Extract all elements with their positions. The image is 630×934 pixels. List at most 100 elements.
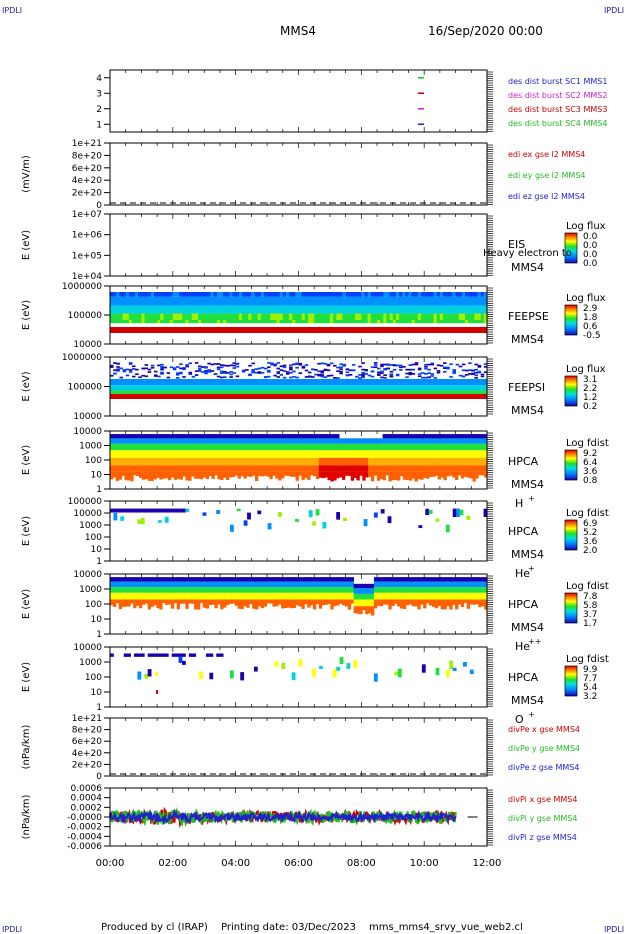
spectrogram-cell bbox=[153, 471, 157, 480]
spectrogram-cell bbox=[128, 292, 133, 297]
spectrogram-cell bbox=[380, 379, 384, 386]
spectrogram-cell bbox=[263, 577, 267, 582]
spectrogram-cell bbox=[110, 592, 114, 600]
spectrogram-cell bbox=[179, 390, 183, 394]
spectrogram-cell bbox=[414, 581, 418, 588]
spectrogram-cell bbox=[402, 599, 407, 610]
spectrogram-cell bbox=[286, 457, 291, 466]
spectrogram-cell bbox=[127, 577, 131, 582]
spectrogram-cell bbox=[213, 385, 218, 391]
spectrogram-cell bbox=[339, 438, 343, 444]
spectrogram-cell bbox=[358, 313, 362, 320]
spectrogram-cell bbox=[339, 599, 343, 604]
spectrogram-cell bbox=[298, 320, 303, 324]
spectrogram-cell bbox=[358, 320, 362, 324]
spectrogram-cell bbox=[116, 369, 120, 372]
spectrogram-cell bbox=[402, 471, 407, 480]
spectrogram-cell bbox=[327, 434, 331, 439]
y-tick-label: 1000000 bbox=[62, 353, 102, 363]
spectrogram-cell bbox=[282, 292, 287, 297]
spectrogram-cell bbox=[421, 385, 425, 391]
spectrogram-cell bbox=[333, 379, 337, 386]
spectrogram-cell bbox=[188, 450, 192, 458]
spectrogram-cell bbox=[477, 366, 482, 368]
spectrogram-cell bbox=[458, 438, 462, 444]
spectrogram-cell bbox=[321, 599, 325, 606]
spectrogram-cell bbox=[245, 385, 249, 391]
colorbar-tick-label: 0.0 bbox=[583, 259, 598, 269]
spectrogram-cell bbox=[474, 320, 478, 324]
spectrogram-cell bbox=[383, 374, 387, 377]
spectrogram-cell bbox=[141, 587, 146, 593]
spectrogram-cell bbox=[371, 438, 375, 444]
spectrogram-cell bbox=[386, 313, 391, 320]
spectrogram-cell bbox=[270, 320, 274, 324]
spectrogram-cell bbox=[391, 577, 395, 582]
spectrogram-cell bbox=[408, 292, 412, 297]
spectrogram-cell bbox=[260, 296, 265, 306]
spectrogram-cell bbox=[339, 592, 343, 600]
spectrogram-cell bbox=[358, 379, 362, 386]
spectrogram-cell bbox=[144, 367, 149, 370]
spectrogram-cell bbox=[197, 438, 201, 444]
spectrogram-cell bbox=[110, 374, 114, 377]
spectrogram-cell bbox=[320, 390, 325, 394]
spectrogram-cell bbox=[257, 296, 262, 306]
spectrogram-cell bbox=[405, 368, 409, 371]
spectrogram-cell bbox=[320, 305, 325, 314]
spectrogram-cell bbox=[298, 471, 302, 476]
spectrogram-cell bbox=[347, 581, 352, 588]
spectrogram-cell bbox=[445, 524, 450, 533]
spectrogram-cell bbox=[161, 508, 166, 513]
spectrogram-cell bbox=[339, 368, 343, 371]
spectrogram-cell bbox=[347, 443, 352, 451]
spectrogram-cell bbox=[182, 292, 186, 297]
spectrogram-cell bbox=[326, 385, 331, 391]
colorbar-title: Log fdist bbox=[566, 438, 609, 449]
spectrogram-cell bbox=[408, 577, 412, 582]
spectrogram-cell bbox=[235, 379, 240, 386]
spectrogram-cell bbox=[157, 385, 161, 391]
spectrogram-cell bbox=[443, 587, 447, 593]
spectrogram-cell bbox=[121, 465, 125, 472]
spectrogram-cell bbox=[355, 313, 359, 320]
spectrogram-cell bbox=[353, 471, 357, 479]
spectrogram-cell bbox=[127, 457, 131, 466]
spectrogram-cell bbox=[326, 320, 331, 324]
spectrogram-cell bbox=[376, 465, 381, 472]
colorbar bbox=[564, 665, 578, 697]
spectrogram-cell bbox=[289, 305, 293, 314]
spectrogram-cell bbox=[255, 577, 259, 582]
spectrogram-cell bbox=[231, 438, 236, 444]
spectrogram-cell bbox=[478, 581, 482, 588]
spectrogram-cell bbox=[433, 296, 438, 306]
spectrogram-cell bbox=[394, 671, 399, 676]
spectrogram-cell bbox=[373, 512, 378, 518]
spectrogram-cell bbox=[289, 599, 294, 609]
spectrogram-cell bbox=[458, 587, 462, 593]
spectrogram-cell bbox=[216, 313, 221, 320]
spectrogram-cell bbox=[181, 660, 186, 665]
spectrogram-cell bbox=[437, 577, 441, 582]
y-tick-label: 10000 bbox=[73, 643, 102, 653]
spectrogram-cell bbox=[336, 438, 340, 444]
spectrogram-cell bbox=[364, 296, 369, 306]
spectrogram-cell bbox=[138, 390, 142, 394]
spectrogram-cell bbox=[324, 592, 328, 600]
spectrogram-cell bbox=[427, 313, 431, 320]
spectrogram-cell bbox=[359, 465, 363, 472]
spectrogram-cell bbox=[298, 305, 303, 314]
spectrogram-cell bbox=[263, 313, 268, 320]
spectrogram-cell bbox=[345, 374, 350, 376]
spectrogram-cell bbox=[466, 465, 470, 472]
spectrogram-cell bbox=[147, 390, 152, 394]
spectrogram-cell bbox=[304, 313, 309, 320]
spectrogram-cell bbox=[210, 390, 215, 394]
spectrogram-cell bbox=[342, 320, 347, 324]
spectrogram-cell bbox=[182, 320, 186, 324]
spectrogram-cell bbox=[373, 450, 378, 458]
spectrogram-cell bbox=[339, 292, 343, 297]
spectrogram-cell bbox=[330, 465, 334, 472]
spectrogram-cell bbox=[260, 366, 265, 369]
spectrogram-cell bbox=[443, 581, 447, 588]
